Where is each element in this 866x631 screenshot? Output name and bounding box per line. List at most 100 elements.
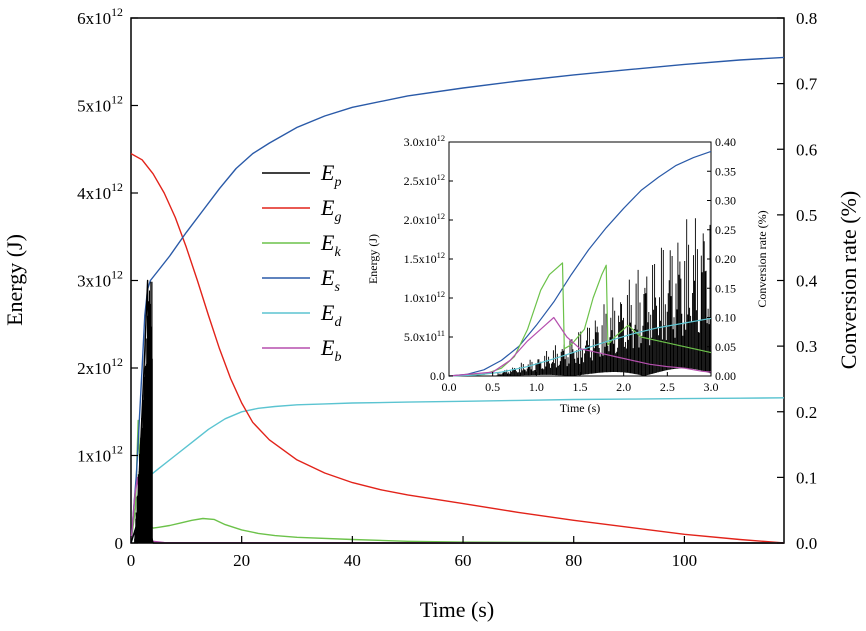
y-tick-label-exponent: 12 <box>111 268 123 282</box>
legend-label-base: E <box>320 300 335 325</box>
x-tick-label: 80 <box>565 551 582 570</box>
y-tick-label-base: 5x10 <box>77 97 111 116</box>
y2-tick-label: 0.8 <box>796 9 817 28</box>
series-line-Ed <box>130 397 785 544</box>
y-tick-label-exponent: 12 <box>111 93 123 107</box>
legend-label-Ep: Ep <box>320 160 341 190</box>
y-tick-label-base: 2x10 <box>77 359 111 378</box>
legend-label-base: E <box>320 160 335 185</box>
inset-x-axis-title: Time (s) <box>560 401 601 415</box>
y-tick-label-base: 6x10 <box>77 9 111 28</box>
inset-y2-tick-label: 0.40 <box>715 135 736 149</box>
y-tick-label-base: 3x10 <box>77 272 111 291</box>
inset-y-tick-label-base: 3.0x10 <box>404 135 437 149</box>
inset-y2-tick-label: 0.35 <box>715 164 736 178</box>
inset-y-tick-label-exponent: 12 <box>437 251 445 260</box>
legend-label-base: E <box>320 265 335 290</box>
y2-tick-label: 0.1 <box>796 468 817 487</box>
legend-label-Es: Es <box>320 265 340 295</box>
x-tick-label: 60 <box>455 551 472 570</box>
legend-label-subscript: b <box>334 350 341 365</box>
y-tick-label: 0 <box>115 534 124 553</box>
y2-tick-label: 0.2 <box>796 403 817 422</box>
inset-y-tick-label-exponent: 12 <box>437 212 445 221</box>
inset-y-tick-label: 1.5x1012 <box>404 251 445 266</box>
inset-y2-tick-label: 0.15 <box>715 281 736 295</box>
legend-label-Eg: Eg <box>320 195 341 225</box>
inset-series-line-Eb <box>448 316 712 377</box>
y-tick-label: 5x1012 <box>77 93 123 116</box>
inset-chart: 0.0 0.5 1.0 1.5 2.0 2.5 3.00.05.0x10111.0x1012… <box>366 134 769 415</box>
inset-y-tick-label-base: 5.0x10 <box>404 330 437 344</box>
legend-label-Eb: Eb <box>320 335 341 365</box>
inset-y-tick-label-base: 1.5x10 <box>404 252 437 266</box>
series-line-Ek <box>130 419 785 544</box>
y-tick-label-exponent: 12 <box>111 180 123 194</box>
inset-y2-axis-title: Conversion rate (%) <box>755 210 769 307</box>
y-tick-label: 1x1012 <box>77 443 123 466</box>
y2-tick-label: 0.7 <box>796 75 818 94</box>
y-tick-label-exponent: 12 <box>111 355 123 369</box>
inset-y-tick-label: 2.5x1012 <box>404 173 445 188</box>
inset-x-tick-label: 1.5 <box>573 380 588 394</box>
inset-y2-tick-label: 0.30 <box>715 194 736 208</box>
y-tick-label: 4x1012 <box>77 180 123 203</box>
inset-y-tick-label-exponent: 12 <box>437 173 445 182</box>
inset-x-tick-label: 3.0 <box>704 380 719 394</box>
x-tick-label: 100 <box>672 551 698 570</box>
inset-axes-group: 0.0 0.5 1.0 1.5 2.0 2.5 3.00.05.0x10111.0x1012… <box>404 134 736 394</box>
x-axis-title: Time (s) <box>420 597 494 622</box>
legend-label-subscript: p <box>333 175 341 190</box>
y-tick-label-base: 0 <box>115 534 124 553</box>
inset-y-tick-label: 0.0 <box>430 369 445 383</box>
x-tick-label: 40 <box>344 551 361 570</box>
y-axis-title: Energy (J) <box>2 234 27 326</box>
inset-y-tick-label: 5.0x1011 <box>404 329 445 344</box>
inset-series-line-Ek <box>448 262 712 377</box>
series-line-Eg <box>130 152 785 544</box>
inset-y-tick-label: 2.0x1012 <box>404 212 445 227</box>
legend-label-Ek: Ek <box>320 230 341 260</box>
inset-y-tick-label-exponent: 12 <box>437 134 445 143</box>
y2-tick-label: 0.4 <box>796 272 818 291</box>
y2-tick-label: 0.3 <box>796 337 817 356</box>
inset-y-tick-label-base: 2.5x10 <box>404 174 437 188</box>
inset-series-line-Es <box>448 150 712 377</box>
x-tick-label: 20 <box>233 551 250 570</box>
inset-x-tick-label: 2.0 <box>616 380 631 394</box>
inset-y-tick-label-base: 0.0 <box>430 369 445 383</box>
y-tick-label: 2x1012 <box>77 355 123 378</box>
inset-y-axis-title: Energy (J) <box>366 234 380 284</box>
inset-x-tick-label: 2.5 <box>660 380 675 394</box>
inset-y-tick-label-exponent: 11 <box>437 329 445 338</box>
legend-label-subscript: d <box>334 315 342 330</box>
y-tick-label-exponent: 12 <box>111 5 123 19</box>
series-line-Eb <box>130 476 785 544</box>
y-tick-label-exponent: 12 <box>111 443 123 457</box>
y-tick-label-base: 1x10 <box>77 447 111 466</box>
y2-tick-label: 0.6 <box>796 140 817 159</box>
inset-x-tick-label: 0.5 <box>485 380 500 394</box>
legend-label-subscript: s <box>334 280 340 295</box>
y-tick-label: 3x1012 <box>77 268 123 291</box>
inset-y2-tick-label: 0.20 <box>715 252 736 266</box>
y-tick-label: 6x1012 <box>77 5 123 28</box>
inset-y2-tick-label: 0.00 <box>715 369 736 383</box>
y2-tick-label: 0.0 <box>796 534 817 553</box>
inset-y-tick-label: 1.0x1012 <box>404 290 445 305</box>
legend-label-base: E <box>320 335 335 360</box>
inset-y2-tick-label: 0.05 <box>715 340 736 354</box>
inset-y-tick-label-exponent: 12 <box>437 290 445 299</box>
inset-y2-tick-label: 0.10 <box>715 311 736 325</box>
inset-y-tick-label-base: 1.0x10 <box>404 291 437 305</box>
inset-series-spikes-Ep <box>496 218 712 376</box>
main-axes-group: 0 20 40 60 80 10001x10122x10123x10124x10125x1… <box>77 5 818 570</box>
x-tick-label: 0 <box>127 551 136 570</box>
inset-x-tick-label: 1.0 <box>529 380 544 394</box>
main-series-group <box>130 56 785 544</box>
inset-y-tick-label-base: 2.0x10 <box>404 213 437 227</box>
inset-y-tick-label: 3.0x1012 <box>404 134 445 149</box>
inset-x-tick-label: 0.0 <box>442 380 457 394</box>
